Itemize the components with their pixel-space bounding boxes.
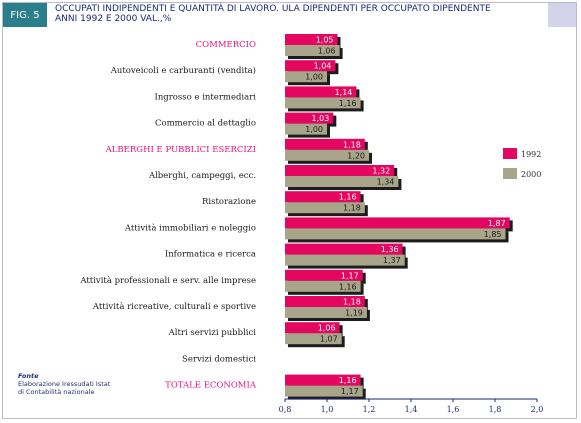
bar-2000-informatica-e-ricerca — [285, 254, 405, 266]
value-label-1992: 1,17 — [341, 271, 359, 280]
category-label-ingrosso-e-intermediari: Ingrosso e intermediari — [154, 92, 256, 102]
value-label-1992: 1,14 — [335, 88, 353, 97]
value-label-2000: 1,20 — [347, 151, 365, 160]
bar-2000-ingrosso-e-intermediari — [285, 97, 361, 109]
value-label-2000: 1,06 — [318, 47, 336, 56]
bar-2000-attivita-professionali-e-serv-alle-imprese — [285, 280, 361, 292]
category-label-informatica-e-ricerca: Informatica e ricerca — [165, 250, 256, 260]
bar-2000-commercio-al-dettaglio — [285, 123, 327, 135]
value-label-1992: 1,05 — [316, 36, 334, 45]
bar-1992-ingrosso-e-intermediari — [285, 86, 357, 98]
value-label-1992: 1,16 — [339, 193, 357, 202]
bar-1992-attivita-professionali-e-serv-alle-imprese — [285, 269, 363, 281]
chart-title-line-2: ANNI 1992 E 2000 VAL.,% — [55, 14, 172, 24]
bar-1992-commercio — [285, 34, 338, 45]
chart-title-line-1: OCCUPATI INDIPENDENTI E QUANTITÀ DI LAVO… — [55, 4, 491, 14]
bar-1992-attivita-ricreative-culturali-e-sportive — [285, 296, 365, 307]
bar-2000-alberghi-e-pubblici-esercizi — [285, 149, 369, 161]
value-label-1992: 1,32 — [372, 167, 390, 176]
bar-2000-altri-servizi-pubblici — [285, 333, 342, 345]
chart-title: OCCUPATI INDIPENDENTI E QUANTITÀ DI LAVO… — [55, 4, 555, 24]
value-label-2000: 1,18 — [343, 204, 361, 213]
bar-1992-ristorazione — [285, 191, 361, 203]
bar-2000-attivita-ricreative-culturali-e-sportive — [285, 307, 367, 318]
category-label-autoveicoli-e-carburanti-vendita: Autoveicoli e carburanti (vendita) — [110, 65, 256, 76]
category-label-attivita-professionali-e-serv-alle-imprese: Attività professionali e serv. alle impr… — [79, 275, 256, 286]
figure-number: FIG. 5 — [3, 3, 47, 27]
bar-1992-alberghi-e-pubblici-esercizi — [285, 138, 365, 150]
bar-1992-autoveicoli-e-carburanti-vendita — [285, 60, 336, 72]
bar-2000-ristorazione — [285, 202, 365, 214]
source-note: Fonte Elaborazione Iressudati Istat di C… — [18, 372, 188, 396]
bar-2000-attivita-immobiliari-e-noleggio — [285, 228, 506, 240]
x-tick-label: 2,0 — [531, 405, 544, 414]
value-label-2000: 1,07 — [320, 335, 338, 344]
value-label-1992: 1,18 — [343, 298, 361, 307]
category-label-totale-economia: TOTALE ECONOMIA — [165, 381, 257, 391]
bar-1992-attivita-immobiliari-e-noleggio — [285, 217, 510, 229]
value-label-1992: 1,18 — [343, 140, 361, 149]
category-label-ristorazione: Ristorazione — [202, 197, 256, 207]
value-label-1992: 1,36 — [381, 245, 399, 254]
legend-label-1992: 1992 — [521, 150, 541, 159]
value-label-1992: 1,87 — [488, 219, 506, 228]
bar-2000-alberghi-campeggi-ecc — [285, 176, 399, 187]
value-label-2000: 1,00 — [305, 73, 323, 82]
category-label-altri-servizi-pubblici: Altri servizi pubblici — [168, 328, 257, 338]
category-label-servizi-domestici: Servizi domestici — [182, 354, 256, 364]
legend-label-2000: 2000 — [521, 170, 541, 179]
value-label-2000: 1,00 — [305, 125, 323, 134]
bar-2000-totale-economia — [285, 385, 363, 397]
legend-swatch-1992 — [503, 148, 517, 159]
legend-swatch-2000 — [503, 168, 517, 179]
value-label-2000: 1,19 — [345, 309, 363, 318]
category-label-commercio-al-dettaglio: Commercio al dettaglio — [155, 119, 256, 129]
bar-1992-altri-servizi-pubblici — [285, 322, 340, 334]
bar-1992-informatica-e-ricerca — [285, 243, 403, 255]
source-heading: Fonte — [18, 372, 39, 380]
x-tick-label: 1,4 — [405, 405, 418, 414]
category-label-alberghi-campeggi-ecc: Alberghi, campeggi, ecc. — [148, 171, 256, 181]
value-label-2000: 1,16 — [339, 99, 357, 108]
value-label-1992: 1,03 — [311, 114, 329, 123]
bar-2000-commercio — [285, 45, 340, 56]
value-label-1992: 1,04 — [314, 62, 332, 71]
value-label-2000: 1,17 — [341, 387, 359, 396]
value-label-2000: 1,16 — [339, 282, 357, 291]
category-label-attivita-ricreative-culturali-e-sportive: Attività ricreative, culturali e sportiv… — [92, 301, 256, 312]
x-tick-label: 0,8 — [279, 405, 292, 414]
corner-decoration — [548, 3, 576, 27]
value-label-1992: 1,06 — [318, 324, 336, 333]
category-label-commercio: COMMERCIO — [196, 40, 256, 50]
category-label-alberghi-e-pubblici-esercizi: ALBERGHI E PUBBLICI ESERCIZI — [105, 145, 256, 155]
x-tick-label: 1,2 — [363, 405, 376, 414]
x-tick-label: 1,8 — [489, 405, 502, 414]
x-tick-label: 1,6 — [447, 405, 460, 414]
source-line-2: di Contabilità nazionale — [18, 388, 95, 396]
value-label-1992: 1,16 — [339, 376, 357, 385]
value-label-2000: 1,37 — [383, 256, 401, 265]
x-tick-label: 1,0 — [321, 405, 334, 414]
bar-1992-commercio-al-dettaglio — [285, 112, 334, 124]
bar-1992-alberghi-campeggi-ecc — [285, 165, 395, 176]
bar-1992-totale-economia — [285, 374, 361, 386]
value-label-2000: 1,34 — [377, 178, 395, 187]
value-label-2000: 1,85 — [484, 230, 502, 239]
bar-2000-autoveicoli-e-carburanti-vendita — [285, 71, 327, 83]
category-label-attivita-immobiliari-e-noleggio: Attività immobiliari e noleggio — [124, 222, 256, 233]
source-line-1: Elaborazione Iressudati Istat — [18, 380, 111, 388]
